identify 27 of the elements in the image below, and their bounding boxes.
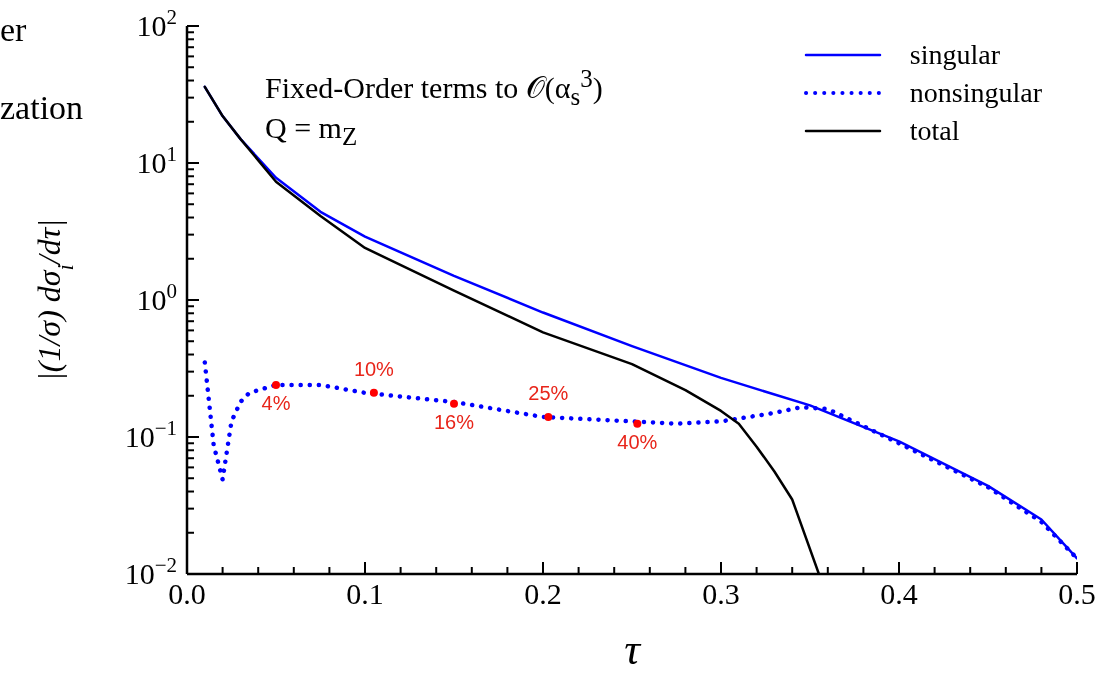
annotation: 40% <box>616 429 659 454</box>
point <box>633 419 642 428</box>
x-tick-label: 0.4 <box>880 577 918 610</box>
annotation: Fixed-Order terms to 𝒪(α$_{s}$$^{3}$) <box>265 64 603 112</box>
legend-label: singular <box>909 39 1000 71</box>
point <box>272 380 280 389</box>
point <box>544 412 553 421</box>
text: er <box>0 10 27 50</box>
annotation: 16% <box>433 409 475 434</box>
annotation: Q = m$_{Z}$ <box>265 110 358 152</box>
point <box>450 399 458 408</box>
annotation: 10% <box>352 356 395 381</box>
y-tick-label: 10$^{1}$ <box>136 142 177 179</box>
annotation: 25% <box>527 380 570 405</box>
annotation: 4% <box>260 390 292 415</box>
y-tick-label: 10$^{0}$ <box>136 279 177 316</box>
x-tick-label: 0.5 <box>1058 577 1096 610</box>
point <box>369 388 378 397</box>
x-tick-label: 0.3 <box>702 577 740 610</box>
x-axis-title: τ <box>624 625 643 674</box>
x-tick-label: 0.1 <box>346 577 384 610</box>
y-tick-label: 10$^{−1}$ <box>124 416 177 453</box>
legend-label: nonsingular <box>909 77 1042 109</box>
legend-label: total <box>909 115 960 147</box>
x-tick-label: 0.2 <box>524 577 562 610</box>
y-tick-label: 10$^{2}$ <box>136 5 177 42</box>
text: zation <box>0 88 84 128</box>
